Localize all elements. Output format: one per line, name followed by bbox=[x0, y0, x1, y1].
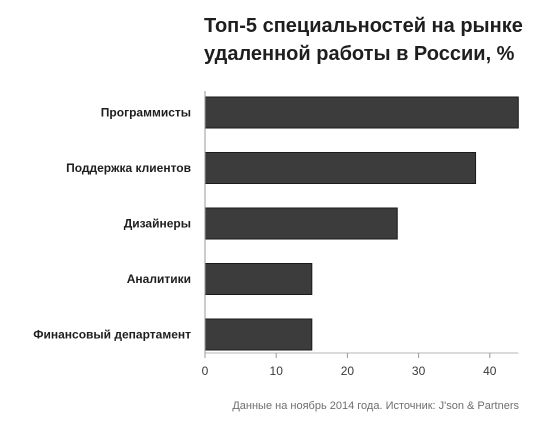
x-tick-label: 20 bbox=[341, 364, 355, 378]
chart-title: Топ-5 специальностей на рынке удаленной … bbox=[204, 12, 534, 68]
category-label: Программисты bbox=[101, 106, 191, 120]
category-label: Дизайнеры bbox=[124, 217, 191, 231]
category-label: Поддержка клиентов bbox=[66, 161, 191, 175]
x-tick-label: 0 bbox=[202, 364, 209, 378]
bar bbox=[204, 318, 313, 351]
bar bbox=[204, 152, 477, 184]
bar bbox=[204, 207, 398, 240]
chart-title-line-2: удаленной работы в России, % bbox=[204, 43, 515, 65]
category-label: Финансовый департамент bbox=[33, 328, 191, 342]
chart-title-line-1: Топ-5 специальностей на рынке bbox=[204, 15, 523, 37]
category-label: Аналитики bbox=[127, 272, 191, 286]
x-tick-label: 40 bbox=[483, 364, 497, 378]
source-footnote: Данные на ноябрь 2014 года. Источник: J'… bbox=[232, 400, 519, 412]
x-tick-label: 10 bbox=[270, 364, 284, 378]
bar bbox=[204, 263, 313, 295]
x-tick-label: 30 bbox=[412, 364, 426, 378]
bar bbox=[204, 96, 519, 129]
